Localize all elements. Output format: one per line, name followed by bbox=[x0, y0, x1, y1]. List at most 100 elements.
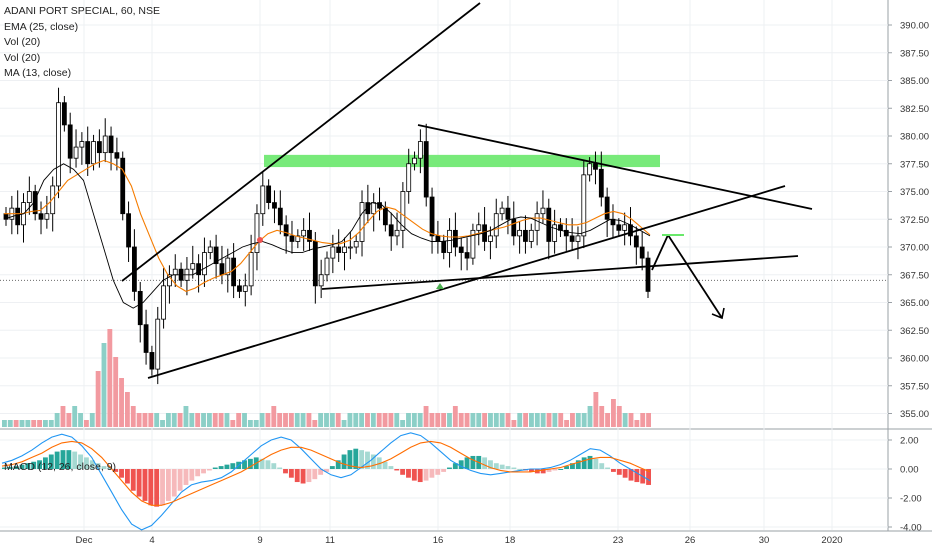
macd-histogram-bar bbox=[206, 469, 212, 471]
volume-bar bbox=[570, 413, 575, 427]
volume-bar bbox=[95, 371, 101, 427]
volume-bar bbox=[646, 413, 651, 427]
candle bbox=[61, 102, 67, 126]
candle bbox=[272, 202, 277, 209]
macd-histogram-bar bbox=[605, 467, 611, 469]
time-tick-label: 16 bbox=[433, 535, 444, 546]
volume-bar bbox=[148, 413, 154, 427]
candle bbox=[575, 235, 581, 242]
volume-bar bbox=[19, 420, 25, 427]
volume-bar bbox=[605, 413, 611, 427]
volume-indicator-label[interactable]: Vol (20) bbox=[4, 36, 41, 48]
volume-bar bbox=[177, 413, 183, 427]
macd-histogram-bar bbox=[435, 469, 441, 475]
volume-bar bbox=[482, 413, 488, 427]
macd-histogram-bar bbox=[160, 469, 165, 506]
candle bbox=[546, 207, 552, 242]
candle bbox=[458, 246, 464, 253]
ema-indicator-label[interactable]: EMA (25, close) bbox=[4, 20, 79, 33]
macd-histogram-bar bbox=[329, 466, 335, 469]
chart-legend: ADANI PORT SPECIAL, 60, NSE EMA (25, clo… bbox=[4, 4, 160, 82]
candle bbox=[645, 257, 651, 292]
volume-bar bbox=[447, 413, 452, 427]
volume-bar bbox=[42, 420, 48, 427]
time-tick-label: 11 bbox=[325, 535, 335, 546]
macd-histogram-bar bbox=[552, 469, 558, 471]
macd-histogram-bar bbox=[616, 469, 622, 475]
candle bbox=[598, 168, 604, 198]
candle bbox=[563, 229, 569, 237]
macd-histogram-bar bbox=[136, 469, 142, 497]
candle bbox=[581, 174, 587, 237]
macd-histogram-bar bbox=[464, 457, 470, 469]
macd-line bbox=[1, 432, 651, 531]
candle bbox=[56, 102, 61, 187]
macd-histogram-bar bbox=[201, 469, 206, 474]
macd-indicator-label[interactable]: MACD (12, 26, close, 9) bbox=[4, 461, 117, 473]
macd-histogram-bar bbox=[154, 469, 160, 507]
candle bbox=[488, 235, 493, 242]
volume-bar bbox=[611, 399, 616, 427]
macd-histogram-bar bbox=[312, 469, 318, 480]
macd-histogram-bar bbox=[517, 469, 523, 470]
macd-histogram-bar bbox=[95, 463, 101, 469]
macd-histogram-bar bbox=[341, 454, 347, 469]
volume-bar bbox=[83, 420, 89, 427]
macd-histogram-bar bbox=[42, 457, 48, 469]
candle bbox=[225, 257, 231, 276]
volume-bar bbox=[54, 413, 60, 427]
macd-histogram-bar bbox=[265, 460, 271, 469]
candle bbox=[528, 229, 534, 242]
macd-histogram-bar bbox=[558, 469, 564, 470]
volume-bar bbox=[353, 413, 359, 427]
macd-histogram-bar bbox=[294, 469, 300, 483]
macd-histogram-bar bbox=[429, 469, 435, 478]
macd-histogram-bar bbox=[324, 469, 329, 472]
candle bbox=[15, 207, 21, 226]
candle bbox=[505, 207, 511, 220]
macd-histogram-bar bbox=[271, 463, 277, 469]
candle bbox=[44, 213, 50, 220]
macd-histogram-bar bbox=[382, 461, 388, 469]
macd-histogram-bar bbox=[130, 469, 136, 491]
volume-bar bbox=[464, 413, 470, 427]
volume-bar bbox=[277, 413, 283, 427]
candle bbox=[400, 191, 406, 231]
volume-bar bbox=[406, 413, 411, 427]
candle bbox=[295, 235, 301, 242]
volume-bar bbox=[429, 413, 435, 427]
volume-bar bbox=[347, 413, 353, 427]
price-tick-label: 377.50 bbox=[900, 159, 929, 170]
candle bbox=[540, 207, 546, 215]
macd-histogram-bar bbox=[19, 464, 25, 469]
candle bbox=[155, 318, 161, 370]
candle bbox=[289, 235, 295, 242]
volume-bar bbox=[259, 413, 265, 427]
macd-histogram-bar bbox=[417, 469, 423, 483]
macd-tick-label: 2.00 bbox=[900, 436, 919, 447]
volume-bar bbox=[435, 413, 441, 427]
price-tick-label: 375.00 bbox=[900, 187, 929, 198]
macd-histogram-bar bbox=[218, 466, 224, 469]
volume-bar bbox=[107, 329, 113, 427]
macd-histogram-bar bbox=[31, 461, 37, 469]
volume-bar bbox=[329, 413, 335, 427]
candle bbox=[318, 274, 324, 287]
candle bbox=[202, 252, 207, 276]
volume-bar bbox=[236, 413, 242, 427]
macd-histogram-bar bbox=[540, 469, 546, 474]
volume-indicator-label-2[interactable]: Vol (20) bbox=[4, 51, 41, 64]
volume-bar bbox=[564, 420, 570, 427]
volume-bar bbox=[417, 413, 423, 427]
candle bbox=[476, 224, 482, 231]
candle bbox=[242, 285, 248, 292]
macd-histogram-bar bbox=[335, 460, 341, 469]
volume-bar bbox=[7, 420, 13, 427]
buy-signal-triangle bbox=[436, 283, 444, 289]
candle bbox=[301, 229, 307, 237]
ma-indicator-label[interactable]: MA (13, close) bbox=[4, 67, 72, 79]
candle bbox=[266, 185, 272, 203]
candle bbox=[464, 252, 470, 259]
macd-histogram-bar bbox=[60, 450, 66, 469]
